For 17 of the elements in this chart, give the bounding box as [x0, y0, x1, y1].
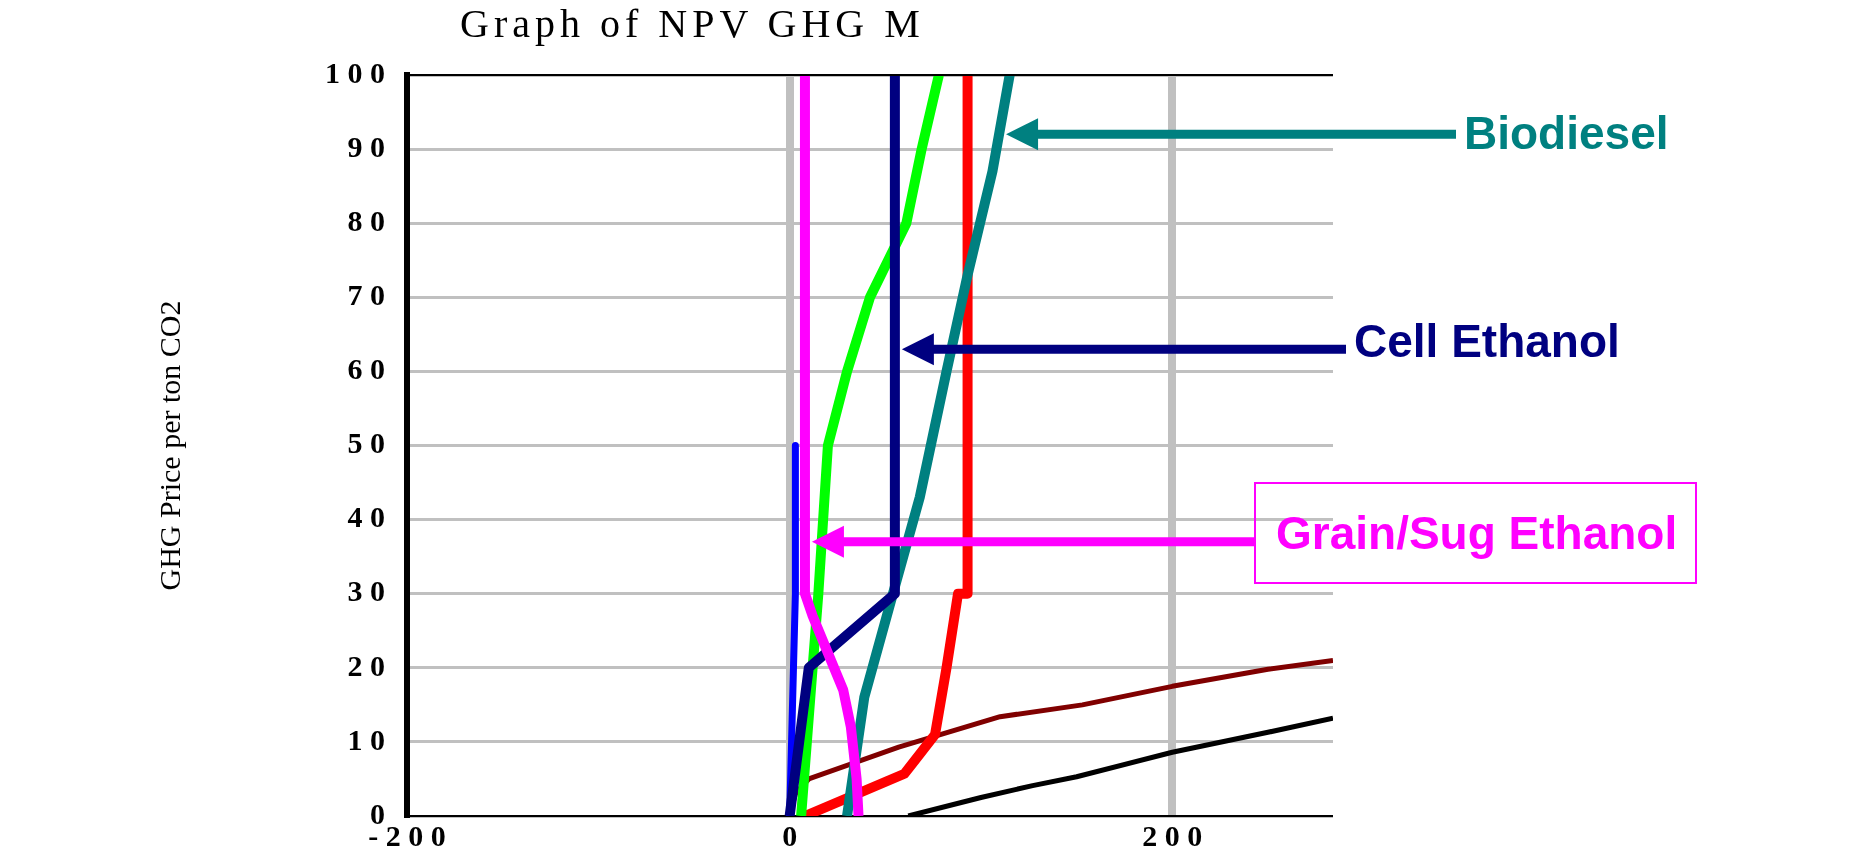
y-tick-label: 2 0 [347, 648, 385, 682]
y-tick-label: 1 0 [347, 722, 385, 756]
chart-title: Graph of NPV GHG M [460, 0, 925, 47]
y-tick-label: 7 0 [347, 278, 385, 312]
text: Biodiesel [1464, 107, 1669, 159]
y-tick-label: 1 0 0 [325, 55, 385, 89]
y-tick-label: 9 0 [347, 129, 385, 163]
y-tick-label: 5 0 [347, 426, 385, 460]
y-axis-title: GHG Price per ton CO2 [152, 300, 186, 591]
y-tick-label: 3 0 [347, 574, 385, 608]
text: Cell Ethanol [1354, 315, 1620, 367]
text: Grain/Sug Ethanol [1254, 482, 1698, 584]
x-tick-label: 2 0 0 [1142, 818, 1203, 852]
y-tick-label: 4 0 [347, 500, 385, 534]
y-tick-label: 8 0 [347, 203, 385, 237]
x-tick-label: 0 [782, 818, 798, 852]
y-tick-label: 6 0 [347, 352, 385, 386]
